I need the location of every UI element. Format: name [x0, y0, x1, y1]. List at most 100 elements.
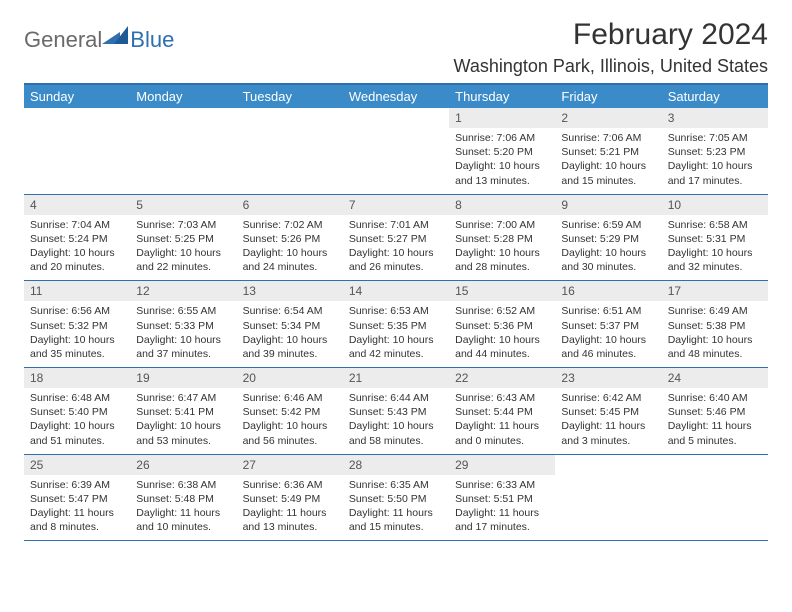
day-body: Sunrise: 7:00 AMSunset: 5:28 PMDaylight:… — [449, 215, 555, 281]
day-line: Sunset: 5:33 PM — [136, 319, 230, 333]
day-line: Sunset: 5:25 PM — [136, 232, 230, 246]
day-line: Daylight: 10 hours and 15 minutes. — [561, 159, 655, 187]
calendar-cell: 20Sunrise: 6:46 AMSunset: 5:42 PMDayligh… — [237, 368, 343, 455]
day-number: 12 — [130, 281, 236, 301]
day-number: 9 — [555, 195, 661, 215]
day-number: 24 — [662, 368, 768, 388]
day-line: Daylight: 10 hours and 42 minutes. — [349, 333, 443, 361]
day-number: 3 — [662, 108, 768, 128]
day-number: 19 — [130, 368, 236, 388]
day-number: 21 — [343, 368, 449, 388]
day-line: Daylight: 10 hours and 39 minutes. — [243, 333, 337, 361]
calendar-week-row: 25Sunrise: 6:39 AMSunset: 5:47 PMDayligh… — [24, 454, 768, 541]
calendar-cell: 8Sunrise: 7:00 AMSunset: 5:28 PMDaylight… — [449, 194, 555, 281]
day-body: Sunrise: 6:56 AMSunset: 5:32 PMDaylight:… — [24, 301, 130, 367]
day-line: Daylight: 10 hours and 37 minutes. — [136, 333, 230, 361]
day-body: Sunrise: 6:42 AMSunset: 5:45 PMDaylight:… — [555, 388, 661, 454]
day-line: Sunrise: 6:55 AM — [136, 304, 230, 318]
calendar-cell: 2Sunrise: 7:06 AMSunset: 5:21 PMDaylight… — [555, 108, 661, 194]
day-line: Sunset: 5:42 PM — [243, 405, 337, 419]
day-body: Sunrise: 6:39 AMSunset: 5:47 PMDaylight:… — [24, 475, 130, 541]
day-line: Daylight: 10 hours and 35 minutes. — [30, 333, 124, 361]
brand-text-blue: Blue — [130, 27, 174, 53]
day-line: Sunset: 5:21 PM — [561, 145, 655, 159]
day-body: Sunrise: 6:40 AMSunset: 5:46 PMDaylight:… — [662, 388, 768, 454]
day-header-thu: Thursday — [449, 85, 555, 108]
calendar-cell — [237, 108, 343, 194]
day-line: Sunset: 5:29 PM — [561, 232, 655, 246]
calendar-cell: 23Sunrise: 6:42 AMSunset: 5:45 PMDayligh… — [555, 368, 661, 455]
day-body: Sunrise: 6:52 AMSunset: 5:36 PMDaylight:… — [449, 301, 555, 367]
day-body: Sunrise: 6:58 AMSunset: 5:31 PMDaylight:… — [662, 215, 768, 281]
day-body — [662, 475, 768, 533]
day-line: Sunset: 5:32 PM — [30, 319, 124, 333]
day-header-sun: Sunday — [24, 85, 130, 108]
day-line: Sunrise: 7:06 AM — [455, 131, 549, 145]
day-line: Sunrise: 7:04 AM — [30, 218, 124, 232]
day-header-tue: Tuesday — [237, 85, 343, 108]
calendar-cell: 13Sunrise: 6:54 AMSunset: 5:34 PMDayligh… — [237, 281, 343, 368]
day-line: Sunrise: 6:54 AM — [243, 304, 337, 318]
day-line: Sunset: 5:24 PM — [30, 232, 124, 246]
day-body: Sunrise: 7:04 AMSunset: 5:24 PMDaylight:… — [24, 215, 130, 281]
day-number: 15 — [449, 281, 555, 301]
calendar-cell: 3Sunrise: 7:05 AMSunset: 5:23 PMDaylight… — [662, 108, 768, 194]
day-line: Daylight: 11 hours and 10 minutes. — [136, 506, 230, 534]
day-body — [130, 128, 236, 186]
day-line: Sunset: 5:48 PM — [136, 492, 230, 506]
calendar-cell: 22Sunrise: 6:43 AMSunset: 5:44 PMDayligh… — [449, 368, 555, 455]
day-number: 17 — [662, 281, 768, 301]
day-number: 14 — [343, 281, 449, 301]
calendar-cell: 4Sunrise: 7:04 AMSunset: 5:24 PMDaylight… — [24, 194, 130, 281]
day-body: Sunrise: 6:44 AMSunset: 5:43 PMDaylight:… — [343, 388, 449, 454]
day-line: Daylight: 10 hours and 44 minutes. — [455, 333, 549, 361]
day-line: Daylight: 10 hours and 28 minutes. — [455, 246, 549, 274]
calendar-cell — [343, 108, 449, 194]
day-line: Sunrise: 6:35 AM — [349, 478, 443, 492]
day-body — [343, 128, 449, 186]
day-line: Daylight: 11 hours and 13 minutes. — [243, 506, 337, 534]
day-number: 7 — [343, 195, 449, 215]
day-line: Daylight: 10 hours and 53 minutes. — [136, 419, 230, 447]
day-line: Sunset: 5:40 PM — [30, 405, 124, 419]
day-line: Daylight: 11 hours and 5 minutes. — [668, 419, 762, 447]
day-line: Sunrise: 7:02 AM — [243, 218, 337, 232]
calendar-cell: 21Sunrise: 6:44 AMSunset: 5:43 PMDayligh… — [343, 368, 449, 455]
calendar-cell: 5Sunrise: 7:03 AMSunset: 5:25 PMDaylight… — [130, 194, 236, 281]
day-number: 4 — [24, 195, 130, 215]
calendar-cell: 27Sunrise: 6:36 AMSunset: 5:49 PMDayligh… — [237, 454, 343, 541]
brand-logo: General Blue — [24, 18, 174, 54]
day-line: Daylight: 10 hours and 32 minutes. — [668, 246, 762, 274]
day-line: Sunrise: 6:52 AM — [455, 304, 549, 318]
day-number: 23 — [555, 368, 661, 388]
calendar-week-row: 18Sunrise: 6:48 AMSunset: 5:40 PMDayligh… — [24, 368, 768, 455]
calendar-cell: 26Sunrise: 6:38 AMSunset: 5:48 PMDayligh… — [130, 454, 236, 541]
calendar-cell: 19Sunrise: 6:47 AMSunset: 5:41 PMDayligh… — [130, 368, 236, 455]
day-header-fri: Friday — [555, 85, 661, 108]
calendar-cell: 28Sunrise: 6:35 AMSunset: 5:50 PMDayligh… — [343, 454, 449, 541]
day-body: Sunrise: 7:06 AMSunset: 5:20 PMDaylight:… — [449, 128, 555, 194]
month-title: February 2024 — [454, 18, 768, 52]
day-line: Sunrise: 6:40 AM — [668, 391, 762, 405]
day-line: Sunrise: 6:56 AM — [30, 304, 124, 318]
day-line: Sunrise: 6:53 AM — [349, 304, 443, 318]
calendar-table: Sunday Monday Tuesday Wednesday Thursday… — [24, 85, 768, 541]
day-line: Sunrise: 6:48 AM — [30, 391, 124, 405]
day-line: Sunset: 5:45 PM — [561, 405, 655, 419]
day-body: Sunrise: 6:51 AMSunset: 5:37 PMDaylight:… — [555, 301, 661, 367]
day-header-wed: Wednesday — [343, 85, 449, 108]
day-number: 16 — [555, 281, 661, 301]
day-body: Sunrise: 6:53 AMSunset: 5:35 PMDaylight:… — [343, 301, 449, 367]
day-line: Daylight: 10 hours and 30 minutes. — [561, 246, 655, 274]
day-number: 27 — [237, 455, 343, 475]
location-text: Washington Park, Illinois, United States — [454, 56, 768, 77]
calendar-cell: 16Sunrise: 6:51 AMSunset: 5:37 PMDayligh… — [555, 281, 661, 368]
day-body: Sunrise: 6:33 AMSunset: 5:51 PMDaylight:… — [449, 475, 555, 541]
day-number: 5 — [130, 195, 236, 215]
day-line: Daylight: 10 hours and 26 minutes. — [349, 246, 443, 274]
calendar-week-row: 4Sunrise: 7:04 AMSunset: 5:24 PMDaylight… — [24, 194, 768, 281]
title-block: February 2024 Washington Park, Illinois,… — [454, 18, 768, 77]
calendar-cell: 17Sunrise: 6:49 AMSunset: 5:38 PMDayligh… — [662, 281, 768, 368]
day-line: Sunset: 5:20 PM — [455, 145, 549, 159]
day-line: Daylight: 11 hours and 15 minutes. — [349, 506, 443, 534]
